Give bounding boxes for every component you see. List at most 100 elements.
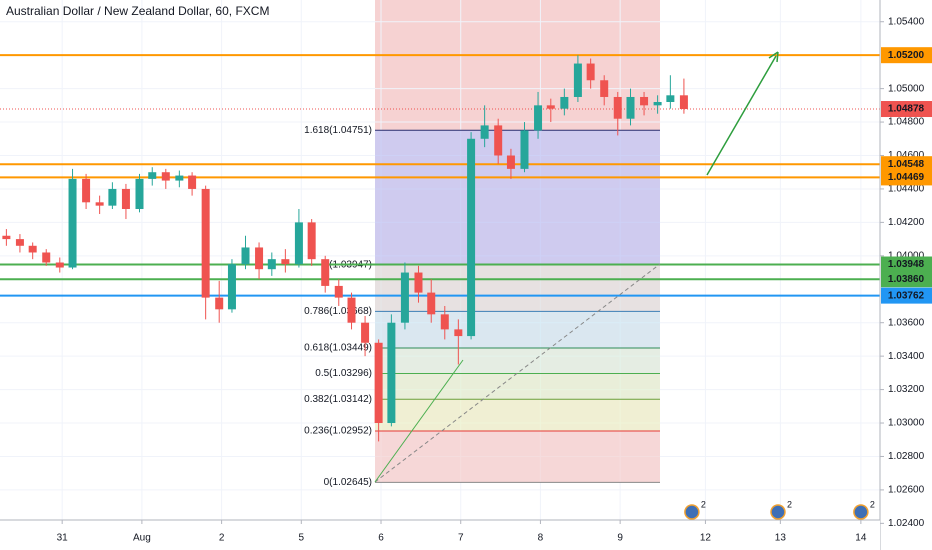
candle-body bbox=[427, 292, 436, 315]
x-tick-label: 31 bbox=[57, 533, 69, 544]
fib-label: 0(1.02645) bbox=[324, 477, 372, 488]
candle-body bbox=[361, 322, 370, 343]
candle-body bbox=[640, 96, 649, 106]
candle-body bbox=[626, 96, 635, 119]
fib-label: 1.618(1.04751) bbox=[304, 125, 372, 136]
candle-body bbox=[121, 188, 130, 210]
price-tag-label: 1.03948 bbox=[888, 259, 925, 270]
candle-body bbox=[321, 259, 330, 286]
price-tag-label: 1.04548 bbox=[888, 159, 925, 170]
price-tag bbox=[881, 101, 932, 118]
price-tag bbox=[881, 47, 932, 64]
y-tick-label: 1.03600 bbox=[888, 317, 925, 328]
event-count: 2 bbox=[870, 499, 875, 509]
candle-body bbox=[148, 172, 157, 179]
event-icon bbox=[853, 504, 869, 520]
candle-body bbox=[28, 245, 37, 253]
arrow-line bbox=[706, 55, 777, 176]
candle-body bbox=[215, 297, 224, 310]
candle-body bbox=[15, 239, 24, 246]
candle-body bbox=[55, 262, 64, 268]
candle-body bbox=[2, 235, 11, 240]
fib-label: 0.236(1.02952) bbox=[304, 426, 372, 437]
y-tick-label: 1.02800 bbox=[888, 451, 925, 462]
candle-body bbox=[520, 130, 529, 169]
candle-body bbox=[68, 178, 77, 268]
candle-body bbox=[653, 101, 662, 106]
y-tick-label: 1.05400 bbox=[888, 16, 925, 27]
fib-band bbox=[375, 373, 660, 400]
y-tick-label: 1.03200 bbox=[888, 384, 925, 395]
x-tick-label: 12 bbox=[700, 533, 712, 544]
candle-body bbox=[42, 252, 51, 263]
candle-body bbox=[480, 125, 489, 139]
candle-body bbox=[494, 125, 503, 156]
y-tick-label: 1.04200 bbox=[888, 217, 925, 228]
candle-body bbox=[454, 329, 463, 337]
fib-band bbox=[375, 431, 660, 483]
candle-body bbox=[188, 175, 197, 189]
price-tag-label: 1.04469 bbox=[888, 172, 925, 183]
event-icon bbox=[684, 504, 700, 520]
price-tag bbox=[881, 271, 932, 288]
fib-label: 0.618(1.03449) bbox=[304, 343, 372, 354]
candle-body bbox=[546, 105, 555, 109]
price-tag bbox=[881, 256, 932, 273]
candle-body bbox=[227, 264, 236, 310]
candle-body bbox=[467, 138, 476, 337]
fib-label: 0.382(1.03142) bbox=[304, 394, 372, 405]
price-tag bbox=[881, 287, 932, 304]
candle-body bbox=[586, 63, 595, 81]
y-tick-label: 1.05000 bbox=[888, 83, 925, 94]
candle-body bbox=[506, 155, 515, 169]
event-count: 2 bbox=[787, 499, 792, 509]
fib-band bbox=[375, 347, 660, 374]
candle-body bbox=[294, 222, 303, 265]
candle-body bbox=[387, 322, 396, 424]
candle-body bbox=[255, 247, 264, 270]
candle-body bbox=[281, 259, 290, 265]
fib-label: 0.5(1.03296) bbox=[315, 368, 372, 379]
event-icon bbox=[770, 504, 786, 520]
candle-body bbox=[95, 202, 104, 206]
x-tick-label: 5 bbox=[299, 533, 305, 544]
candle-body bbox=[573, 63, 582, 97]
candle-body bbox=[241, 247, 250, 265]
fib-band bbox=[375, 130, 660, 265]
y-tick-label: 1.03000 bbox=[888, 418, 925, 429]
candle-body bbox=[440, 314, 449, 330]
x-tick-label: Aug bbox=[133, 533, 151, 544]
x-tick-label: 2 bbox=[219, 533, 225, 544]
fib-band bbox=[375, 399, 660, 432]
arrow-head bbox=[768, 51, 779, 63]
fib-band bbox=[375, 311, 660, 348]
candle-body bbox=[267, 259, 276, 270]
x-tick-label: 9 bbox=[617, 533, 623, 544]
candle-body bbox=[334, 285, 343, 298]
price-tag-label: 1.04878 bbox=[888, 104, 925, 115]
y-tick-label: 1.02600 bbox=[888, 485, 925, 496]
candle-body bbox=[374, 342, 383, 424]
x-tick-label: 8 bbox=[538, 533, 544, 544]
y-tick-label: 1.04800 bbox=[888, 117, 925, 128]
candle-body bbox=[161, 172, 170, 181]
x-tick-label: 14 bbox=[855, 533, 867, 544]
y-tick-label: 1.04600 bbox=[888, 150, 925, 161]
x-tick-label: 13 bbox=[775, 533, 787, 544]
event-count: 2 bbox=[701, 499, 706, 509]
x-tick-label: 6 bbox=[378, 533, 384, 544]
candle-body bbox=[201, 188, 210, 298]
candle-body bbox=[534, 105, 543, 131]
candle-body bbox=[347, 297, 356, 323]
candle-body bbox=[108, 188, 117, 206]
candle-body bbox=[560, 96, 569, 109]
chart-title: Australian Dollar / New Zealand Dollar, … bbox=[6, 4, 269, 18]
y-tick-label: 1.04400 bbox=[888, 184, 925, 195]
candle-body bbox=[613, 96, 622, 119]
price-tag-label: 1.03762 bbox=[888, 290, 925, 301]
price-tag-label: 1.05200 bbox=[888, 50, 925, 61]
candle-body bbox=[679, 95, 688, 110]
candle-body bbox=[666, 95, 675, 102]
price-tag bbox=[881, 169, 932, 186]
